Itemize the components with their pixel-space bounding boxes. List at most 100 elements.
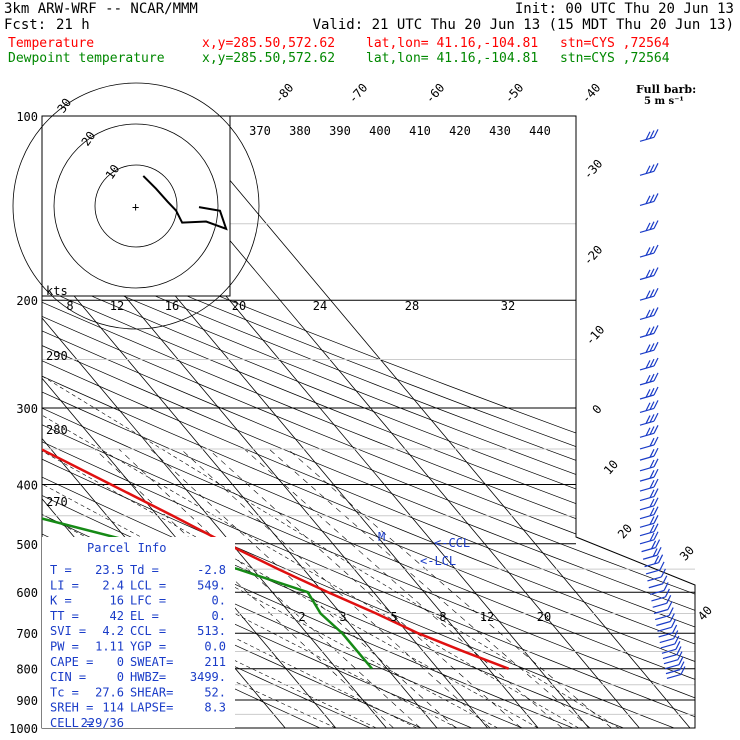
wind-barb-feather [645, 344, 651, 353]
wind-barb [639, 425, 659, 438]
wind-barb-feather [666, 595, 672, 604]
mixing-ratio-line [268, 448, 591, 728]
wind-barb-feather [645, 427, 651, 436]
wind-barb [649, 582, 669, 596]
parcel-value: 52. [204, 685, 226, 699]
wind-barb-feather [649, 459, 655, 469]
wind-barb-feather [676, 646, 682, 655]
wind-barb-staff [648, 583, 663, 589]
wind-barb-staff [639, 505, 655, 511]
barb-legend-title: Full barb: [636, 83, 696, 96]
wind-barb-staff [639, 522, 655, 528]
wind-barb [639, 357, 659, 371]
wind-barb-staff [639, 432, 655, 438]
wind-barb-feather [649, 426, 655, 435]
wind-barb-feather [649, 414, 655, 423]
wind-barb-staff [642, 554, 658, 560]
theta-label: 400 [369, 124, 391, 138]
wind-barb [657, 619, 677, 632]
wind-barb-feather [649, 449, 655, 458]
wind-barb [642, 546, 662, 560]
parcel-value: 211 [204, 655, 226, 669]
wind-barb-staff [639, 531, 655, 537]
isotherm-line [42, 116, 387, 728]
wind-barb [639, 386, 659, 400]
wind-barb-staff [664, 664, 680, 670]
wind-barb-staff [639, 394, 655, 400]
wind-barb-feather [674, 635, 680, 645]
wind-barb-staff [656, 620, 671, 627]
wind-barb [645, 561, 665, 575]
parcel-label: Td = [130, 563, 159, 577]
init-time: Init: 00 UTC Thu 20 Jun 13 [514, 1, 734, 17]
mixing-ratio-bottom-label: 5 [390, 610, 397, 624]
wind-barb-staff [639, 476, 655, 482]
wind-barb-feather [649, 479, 655, 489]
wind-barb-feather [649, 498, 655, 508]
wind-barb [639, 325, 659, 338]
parcel-label: HWBZ= [130, 670, 166, 684]
mixing-ratio-top-label: 12 [110, 299, 124, 313]
pressure-tick-label: 100 [16, 110, 38, 124]
wind-barb-feather [680, 666, 686, 675]
dewpoint-curve [42, 116, 373, 670]
wind-barb-feather [656, 546, 662, 556]
wind-barb-feather [645, 327, 651, 337]
parcel-value: 27.6 [95, 685, 124, 699]
wind-barb [639, 468, 659, 482]
isotherm-label: -60 [423, 81, 448, 106]
parcel-label: YGP = [130, 640, 166, 654]
isotherm-label: -50 [502, 81, 527, 106]
forecast-hour: 21 h [56, 17, 90, 33]
pressure-tick-label: 600 [16, 586, 38, 600]
wind-barb-feather [651, 540, 657, 550]
theta-e-label: 290 [46, 349, 68, 363]
wind-barb-feather [645, 309, 651, 319]
parcel-value: 3499. [190, 670, 226, 684]
wind-barb [654, 607, 674, 621]
wind-barb [639, 129, 659, 142]
mixing-ratio-line [118, 448, 421, 728]
wind-barb-feather [645, 402, 651, 412]
isotherm-label: -40 [579, 81, 604, 106]
wind-barb-feather [662, 575, 668, 585]
wind-barb-feather [649, 437, 655, 447]
hodograph-ring [53, 123, 219, 289]
wind-barb-feather [658, 554, 664, 563]
pressure-axis-labels: 100 200 300 400 500 600 700 800 900 1000 [9, 110, 38, 736]
wind-barb-staff [639, 332, 655, 338]
mixing-ratio-bottom-label: 3 [339, 610, 346, 624]
forecast-label: Fcst: [4, 17, 47, 33]
wind-barb-staff [658, 632, 673, 638]
wind-barb-staff [639, 380, 655, 386]
wind-barb-feather [653, 515, 659, 524]
wind-barb-feather [649, 343, 655, 352]
wind-barb-feather [654, 555, 660, 565]
wind-barb-staff [639, 200, 655, 207]
wind-barb [639, 488, 659, 502]
pressure-tick-label: 500 [16, 538, 38, 552]
wind-barb-feather [649, 194, 655, 203]
wind-barb [639, 523, 659, 537]
theta-label: 380 [289, 124, 311, 138]
wind-barb-feather [649, 130, 655, 139]
wind-barb-staff [639, 466, 655, 472]
wind-barb-feather [653, 357, 659, 367]
sounding-curves [42, 116, 510, 670]
parcel-value: 114 [102, 701, 124, 715]
isotherm-line [42, 116, 438, 728]
wind-barb-feather [653, 220, 659, 229]
wind-barb-feather [668, 607, 674, 616]
wind-barb-feather [653, 523, 659, 532]
wind-barb-staff [639, 407, 655, 413]
wind-barb-staff [666, 673, 682, 680]
wind-barb-staff [665, 669, 681, 675]
parcel-value: 0.0 [204, 640, 226, 654]
theta-label: 410 [409, 124, 431, 138]
parcel-label: LAPSE= [130, 701, 173, 715]
wind-barb [639, 163, 659, 176]
isotherm-label: -30 [581, 157, 606, 182]
temperature-curve [42, 116, 510, 670]
wind-barb-feather [653, 436, 659, 446]
